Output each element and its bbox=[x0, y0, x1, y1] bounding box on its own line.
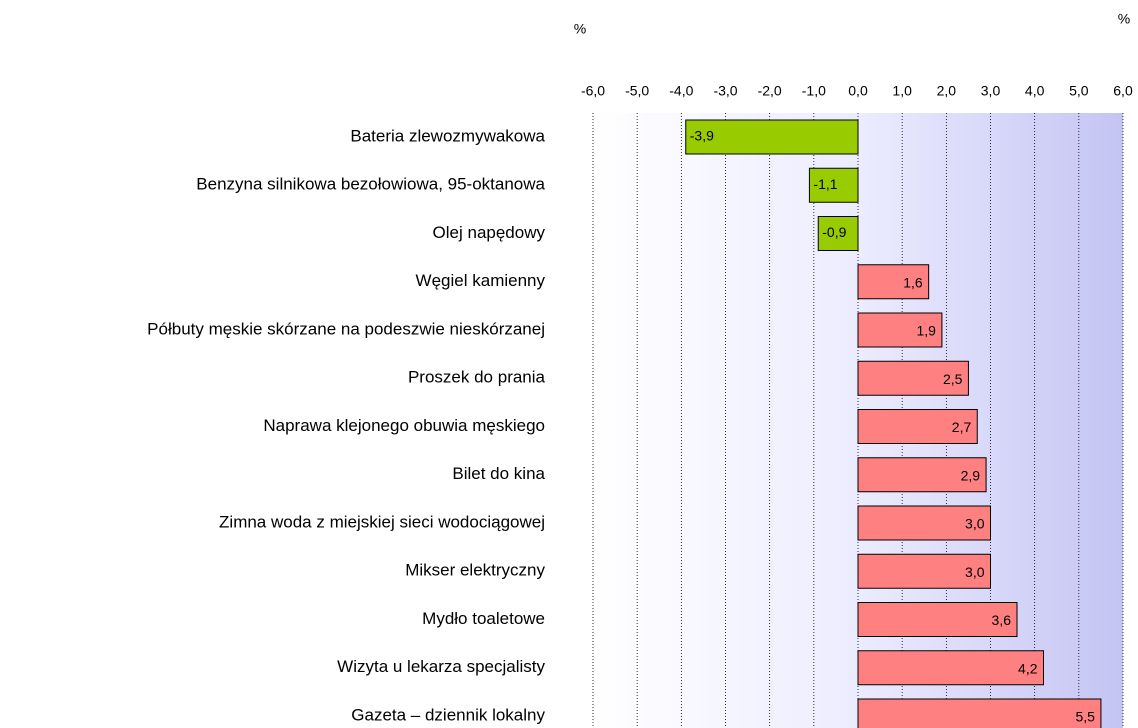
x-tick-label: -1,0 bbox=[802, 83, 826, 99]
value-label: -1,1 bbox=[813, 176, 837, 192]
category-label: Naprawa klejonego obuwia męskiego bbox=[263, 416, 545, 435]
unit-label: % bbox=[574, 21, 586, 37]
x-tick-label: -2,0 bbox=[758, 83, 782, 99]
bar bbox=[857, 505, 991, 541]
bar bbox=[685, 119, 859, 155]
value-label: 5,5 bbox=[1075, 709, 1095, 725]
x-tick-label: -5,0 bbox=[625, 83, 649, 99]
x-tick-label: 4,0 bbox=[1025, 83, 1045, 99]
value-label: 3,6 bbox=[992, 612, 1012, 628]
value-label: 1,9 bbox=[916, 323, 936, 339]
category-label: Zimna woda z miejskiej sieci wodociągowe… bbox=[219, 512, 545, 531]
category-label: Olej napędowy bbox=[433, 223, 546, 242]
category-label: Bateria zlewozmywakowa bbox=[350, 126, 545, 145]
category-label: Mydło toaletowe bbox=[422, 609, 545, 628]
x-tick-label: 0,0 bbox=[848, 83, 868, 99]
category-label: Gazeta – dziennik lokalny bbox=[351, 705, 545, 724]
category-label: Benzyna silnikowa bezołowiowa, 95-oktano… bbox=[196, 175, 545, 194]
value-label: 3,0 bbox=[965, 516, 985, 532]
category-label: Węgiel kamienny bbox=[416, 271, 546, 290]
value-label: -0,9 bbox=[822, 224, 846, 240]
x-tick-label: 1,0 bbox=[892, 83, 912, 99]
value-label: 4,2 bbox=[1018, 660, 1038, 676]
value-label: 2,9 bbox=[961, 467, 981, 483]
value-label: -3,9 bbox=[690, 128, 714, 144]
category-label: Proszek do prania bbox=[408, 368, 546, 387]
bar bbox=[857, 264, 930, 300]
x-tick-label: 3,0 bbox=[981, 83, 1001, 99]
bar bbox=[808, 167, 859, 203]
bar bbox=[857, 312, 943, 348]
value-label: 2,7 bbox=[952, 419, 972, 435]
bar bbox=[857, 360, 969, 396]
bar bbox=[857, 602, 1018, 637]
bar bbox=[817, 216, 859, 251]
x-tick-label: -6,0 bbox=[581, 83, 605, 99]
value-label: 2,5 bbox=[943, 371, 963, 387]
value-label: 3,0 bbox=[965, 564, 985, 580]
bar bbox=[857, 553, 991, 589]
bar bbox=[857, 457, 987, 493]
bar bbox=[857, 650, 1044, 686]
category-label: Wizyta u lekarza specjalisty bbox=[337, 657, 545, 676]
category-label: Mikser elektryczny bbox=[405, 561, 545, 580]
category-label: Bilet do kina bbox=[452, 464, 545, 483]
category-label: Półbuty męskie skórzane na podeszwie nie… bbox=[147, 319, 545, 338]
x-tick-label: 5,0 bbox=[1069, 83, 1089, 99]
bar bbox=[857, 409, 978, 444]
bar bbox=[857, 698, 1102, 728]
x-tick-label: -3,0 bbox=[713, 83, 737, 99]
x-tick-label: 6,0 bbox=[1113, 83, 1133, 99]
x-tick-label: 2,0 bbox=[937, 83, 957, 99]
unit-label: % bbox=[1118, 11, 1130, 27]
x-tick-label: -4,0 bbox=[669, 83, 693, 99]
value-label: 1,6 bbox=[903, 274, 923, 290]
